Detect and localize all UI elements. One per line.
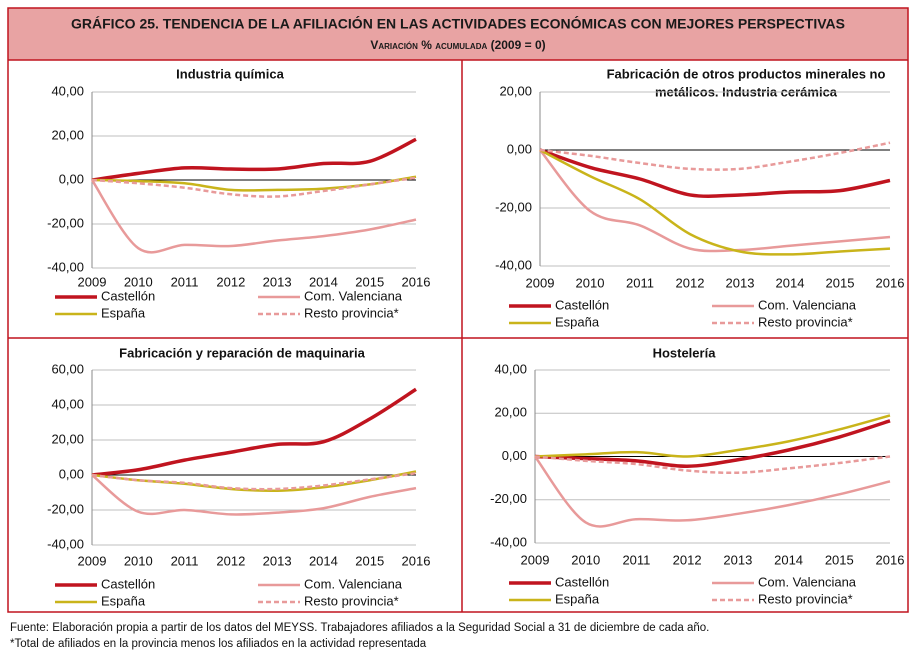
x-tick-label: 2011 (171, 553, 199, 568)
footnote: *Total de afiliados en la provincia meno… (10, 638, 427, 650)
series-line (91, 474, 417, 516)
x-tick-label: 2012 (216, 274, 245, 289)
y-tick-label: 20,00 (499, 83, 532, 98)
x-tick-label: 2010 (571, 552, 600, 567)
y-tick-label: 0,00 (502, 448, 527, 463)
y-tick-label: 40,00 (51, 83, 84, 98)
panel-title: Industria química (176, 66, 284, 81)
x-tick-label: 2014 (776, 275, 805, 290)
legend-label: España (555, 591, 600, 606)
figure-title: GRÁFICO 25. TENDENCIA DE LA AFILIACIÓN E… (71, 15, 845, 32)
x-tick-label: 2015 (825, 552, 854, 567)
series-line (539, 141, 891, 171)
x-tick-label: 2011 (171, 274, 199, 289)
legend-label: Castellón (101, 576, 155, 591)
y-tick-label: -40,00 (47, 259, 84, 274)
series-line (91, 176, 417, 198)
x-tick-label: 2013 (263, 553, 292, 568)
legend-label: Com. Valenciana (304, 288, 403, 303)
x-tick-label: 2013 (726, 275, 755, 290)
legend-label: Resto provincia* (304, 305, 399, 320)
y-tick-label: 20,00 (51, 127, 84, 142)
x-tick-label: 2009 (526, 275, 555, 290)
y-tick-label: -40,00 (47, 536, 84, 551)
y-tick-label: 20,00 (51, 431, 84, 446)
x-tick-label: 2013 (263, 274, 292, 289)
x-tick-label: 2012 (676, 275, 705, 290)
y-tick-label: 0,00 (59, 171, 84, 186)
x-tick-label: 2010 (124, 274, 153, 289)
x-tick-label: 2015 (355, 553, 384, 568)
x-tick-label: 2009 (78, 274, 107, 289)
series-line (534, 419, 891, 468)
y-tick-label: 40,00 (494, 361, 527, 376)
series-line (534, 414, 891, 458)
x-tick-label: 2014 (774, 552, 803, 567)
x-tick-label: 2016 (876, 275, 905, 290)
x-tick-label: 2016 (402, 553, 431, 568)
y-tick-label: 20,00 (494, 405, 527, 420)
legend-label: España (101, 593, 146, 608)
legend-label: España (101, 305, 146, 320)
legend-label: Com. Valenciana (758, 297, 857, 312)
series-line (91, 137, 417, 182)
series-line (539, 148, 891, 256)
series-line (90, 179, 417, 254)
series-line (534, 455, 891, 528)
x-tick-label: 2014 (309, 553, 338, 568)
y-tick-label: -20,00 (490, 491, 527, 506)
y-tick-label: -20,00 (47, 501, 84, 516)
x-tick-label: 2010 (576, 275, 605, 290)
x-tick-label: 2016 (876, 552, 905, 567)
panel-title: Fabricación de otros productos minerales… (607, 66, 886, 81)
series-line (539, 149, 891, 253)
y-tick-label: -40,00 (495, 257, 532, 272)
x-tick-label: 2015 (826, 275, 855, 290)
legend-label: Com. Valenciana (758, 574, 857, 589)
x-tick-label: 2010 (124, 553, 153, 568)
y-tick-label: 0,00 (507, 141, 532, 156)
y-tick-label: -20,00 (495, 199, 532, 214)
legend-label: Castellón (555, 574, 609, 589)
series-line (534, 455, 891, 475)
x-tick-label: 2015 (355, 274, 384, 289)
legend-label: Resto provincia* (758, 591, 853, 606)
x-tick-label: 2011 (622, 552, 650, 567)
y-tick-label: -20,00 (47, 215, 84, 230)
x-tick-label: 2014 (309, 274, 338, 289)
footnote: Fuente: Elaboración propia a partir de l… (10, 622, 709, 634)
series-line (91, 472, 417, 491)
series-line (91, 387, 417, 477)
y-tick-label: 0,00 (59, 466, 84, 481)
legend-label: Com. Valenciana (304, 576, 403, 591)
legend-label: Resto provincia* (758, 314, 853, 329)
legend-label: Castellón (101, 288, 155, 303)
legend-label: Resto provincia* (304, 593, 399, 608)
x-tick-label: 2016 (402, 274, 431, 289)
x-tick-label: 2009 (78, 553, 107, 568)
panel-title: Fabricación y reparación de maquinaria (119, 345, 365, 360)
panel-title: Hostelería (653, 345, 717, 360)
y-tick-label: 60,00 (51, 361, 84, 376)
legend-label: Castellón (555, 297, 609, 312)
frame (7, 7, 909, 613)
header-band (8, 8, 908, 60)
series-line (539, 148, 891, 198)
x-tick-label: 2011 (626, 275, 654, 290)
figure-subtitle: Variación % acumulada (2009 = 0) (370, 38, 545, 52)
y-tick-label: 40,00 (51, 396, 84, 411)
x-tick-label: 2012 (216, 553, 245, 568)
legend-label: España (555, 314, 600, 329)
x-tick-label: 2013 (723, 552, 752, 567)
y-tick-label: -40,00 (490, 534, 527, 549)
x-tick-label: 2012 (673, 552, 702, 567)
x-tick-label: 2009 (521, 552, 550, 567)
